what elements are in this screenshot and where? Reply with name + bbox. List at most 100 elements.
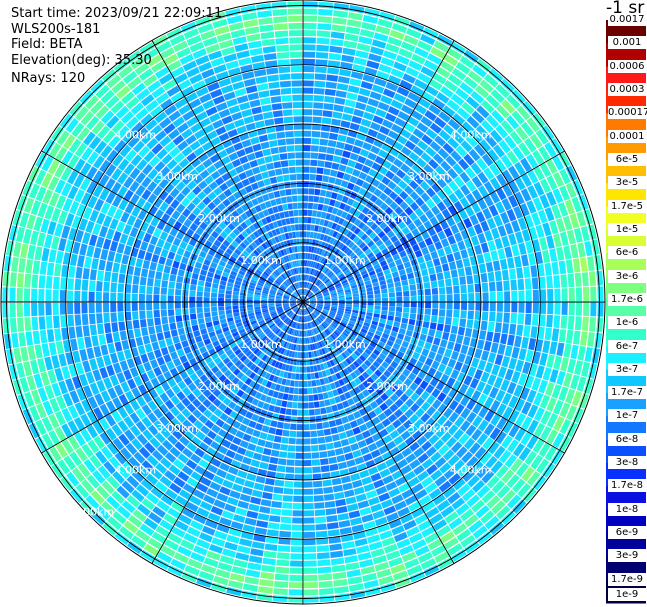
ppi-cell — [331, 265, 338, 272]
ppi-cell — [336, 327, 343, 333]
ppi-cell — [352, 449, 362, 458]
ppi-cell — [290, 269, 294, 276]
ppi-cell — [341, 113, 353, 122]
ppi-cell — [341, 319, 348, 325]
ppi-cell — [400, 274, 408, 281]
ppi-cell — [325, 369, 331, 376]
ppi-cell — [371, 162, 381, 171]
ppi-cell — [196, 507, 210, 518]
ppi-cell — [185, 92, 198, 103]
ppi-cell — [260, 31, 275, 40]
ppi-cell — [61, 423, 73, 438]
ppi-cell — [344, 452, 354, 461]
ppi-cell — [11, 257, 19, 272]
ppi-cell — [391, 525, 405, 536]
ppi-cell — [169, 322, 177, 331]
ppi-cell — [390, 360, 399, 369]
ppi-cell — [287, 394, 294, 401]
ppi-cell — [261, 217, 268, 226]
ppi-cell — [311, 351, 315, 358]
ppi-cell — [354, 273, 361, 279]
ppi-cell — [429, 216, 439, 227]
ppi-cell — [321, 332, 326, 339]
ppi-cell — [398, 414, 408, 424]
ppi-cell — [24, 273, 32, 288]
ppi-cell — [265, 478, 275, 486]
ppi-cell — [133, 140, 145, 153]
ppi-cell — [512, 443, 525, 457]
ppi-cell — [454, 403, 465, 415]
ppi-cell — [298, 337, 302, 344]
ppi-cell — [447, 358, 457, 369]
ppi-cell — [211, 306, 218, 312]
ppi-cell — [186, 202, 196, 212]
ppi-cell — [351, 145, 362, 155]
ppi-cell — [336, 209, 344, 217]
ppi-cell — [311, 380, 317, 387]
ppi-cell — [82, 360, 91, 373]
ppi-cell — [374, 289, 381, 295]
ppi-cell — [64, 213, 75, 227]
ppi-cell — [229, 232, 237, 240]
ppi-cell — [253, 249, 260, 257]
ppi-cell — [535, 339, 544, 352]
ppi-cell — [345, 306, 352, 310]
ppi-cell — [304, 289, 307, 295]
ppi-cell — [421, 458, 434, 470]
ppi-cell — [401, 447, 413, 458]
ppi-cell — [308, 260, 312, 267]
ppi-cell — [375, 108, 387, 118]
ppi-cell — [230, 74, 243, 84]
ppi-cell — [226, 313, 233, 319]
ppi-cell — [474, 446, 487, 460]
ppi-cell — [236, 206, 244, 215]
ppi-cell — [353, 299, 360, 302]
ppi-cell — [97, 125, 111, 140]
ppi-cell — [319, 264, 324, 271]
ppi-cell — [292, 329, 296, 336]
ppi-cell — [326, 515, 338, 523]
ppi-cell — [106, 74, 122, 89]
ppi-cell — [257, 376, 264, 385]
ppi-cell — [408, 151, 420, 162]
ppi-cell — [362, 142, 373, 151]
ppi-cell — [425, 507, 440, 519]
ppi-cell — [518, 290, 525, 302]
ppi-cell — [509, 268, 517, 280]
ppi-cell — [264, 200, 272, 208]
ppi-cell — [250, 54, 264, 63]
ppi-cell — [450, 369, 460, 380]
ppi-cell — [335, 269, 341, 275]
ppi-cell — [187, 212, 197, 222]
ppi-cell — [283, 116, 293, 124]
ppi-cell — [375, 345, 383, 352]
ppi-cell — [98, 334, 107, 346]
ppi-cell — [232, 305, 239, 310]
ppi-cell — [368, 168, 378, 178]
ppi-cell — [370, 503, 383, 513]
ppi-cell — [102, 130, 116, 144]
ppi-cell — [440, 431, 452, 443]
ppi-cell — [366, 376, 375, 385]
ppi-cell — [434, 353, 443, 363]
ppi-cell — [266, 279, 273, 284]
ppi-cell — [293, 292, 299, 297]
ppi-cell — [318, 272, 324, 279]
ppi-cell — [348, 207, 356, 215]
ppi-cell — [385, 424, 396, 434]
ppi-cell — [249, 159, 259, 168]
ppi-cell — [173, 358, 182, 367]
ppi-cell — [398, 269, 406, 276]
ppi-cell — [258, 17, 273, 25]
ppi-cell — [181, 197, 191, 207]
ppi-cell — [77, 463, 91, 478]
ppi-cell — [270, 274, 277, 280]
ppi-cell — [212, 257, 220, 264]
ppi-cell — [452, 478, 466, 491]
ppi-cell — [259, 432, 268, 440]
ppi-cell — [290, 298, 296, 301]
ppi-cell — [31, 389, 42, 405]
ppi-cell — [217, 361, 225, 370]
ppi-cell — [153, 420, 165, 431]
ppi-cell — [535, 251, 544, 265]
